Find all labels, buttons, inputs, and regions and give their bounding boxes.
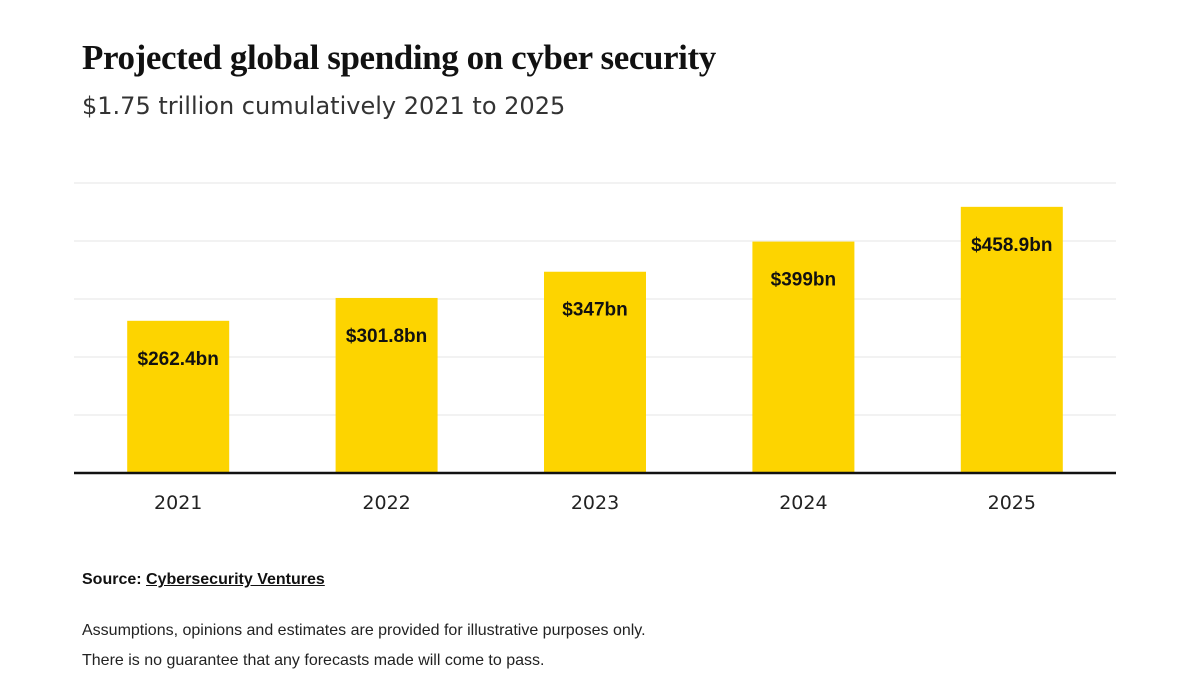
x-tick-label: 2021 bbox=[154, 492, 202, 514]
x-tick-label: 2022 bbox=[362, 492, 410, 514]
x-tick-label: 2023 bbox=[571, 492, 619, 514]
source-link[interactable]: Cybersecurity Ventures bbox=[146, 571, 325, 588]
disclaimer-line-1: Assumptions, opinions and estimates are … bbox=[82, 622, 646, 639]
bar-value-label: $262.4bn bbox=[138, 349, 219, 370]
bar-2023 bbox=[544, 271, 646, 473]
bar-chart: $262.4bn 2021 $301.8bn 2022 $347bn 2023 $399bn… bbox=[74, 182, 1116, 514]
chart-subtitle: $1.75 trillion cumulatively 2021 to 2025 bbox=[82, 92, 566, 120]
bar-2024 bbox=[752, 241, 855, 473]
source-line: Source: Cybersecurity Ventures bbox=[82, 571, 325, 589]
bar-2021 bbox=[127, 320, 230, 473]
x-tick-label: 2024 bbox=[779, 492, 827, 514]
chart-title: Projected global spending on cyber secur… bbox=[82, 38, 716, 77]
disclaimer-line-2: There is no guarantee that any forecasts… bbox=[82, 652, 545, 669]
bar-2025 bbox=[960, 206, 1063, 473]
bar-value-label: $347bn bbox=[562, 300, 627, 321]
bar-value-label: $399bn bbox=[771, 270, 836, 291]
bar-value-label: $458.9bn bbox=[971, 235, 1052, 256]
x-tick-label: 2025 bbox=[988, 492, 1036, 514]
source-label: Source: bbox=[82, 571, 142, 588]
bar-2022 bbox=[335, 297, 438, 473]
bar-value-label: $301.8bn bbox=[346, 326, 427, 347]
